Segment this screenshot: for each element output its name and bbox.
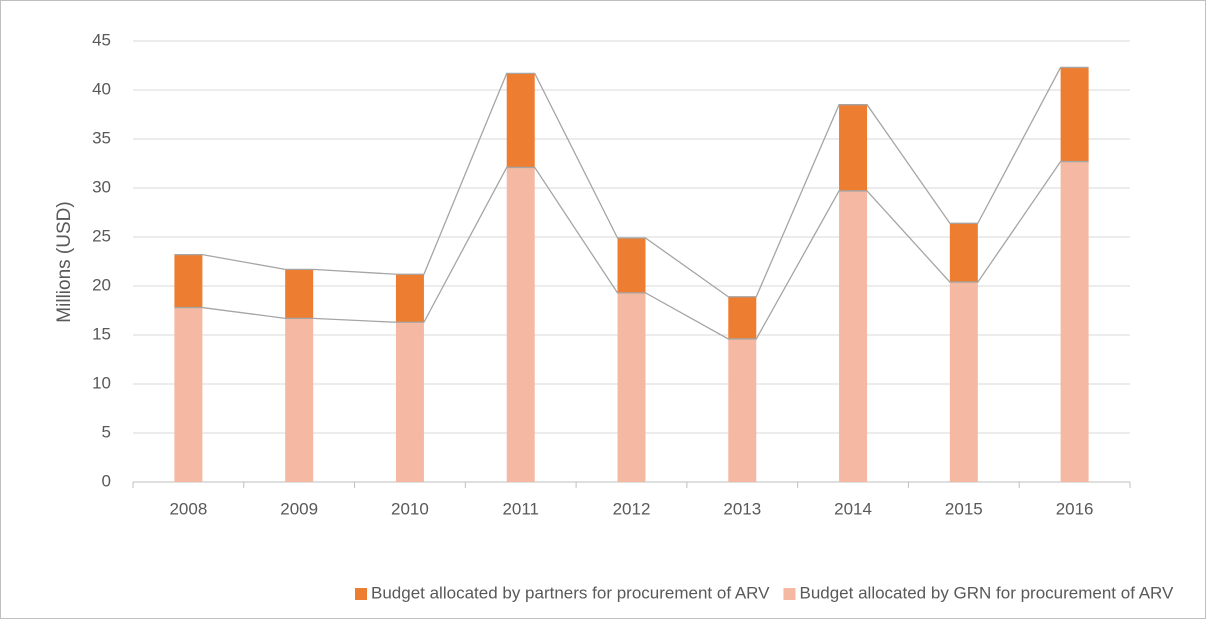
y-tick-label: 10: [92, 373, 111, 392]
bar-segment: [728, 296, 757, 339]
bar-segment: [506, 73, 535, 168]
series-line: [174, 66, 1089, 298]
bar-segment: [949, 223, 978, 283]
y-tick-label: 25: [92, 226, 111, 245]
x-tick-label: 2014: [834, 499, 872, 518]
bar-segment: [617, 292, 646, 482]
y-tick-label: 20: [92, 275, 111, 294]
y-tick-label: 0: [102, 471, 111, 490]
legend-swatch: [355, 588, 367, 600]
bar-segment: [395, 322, 424, 482]
x-tick-label: 2010: [391, 499, 429, 518]
bar-segment: [617, 237, 646, 293]
x-tick-label: 2016: [1056, 499, 1094, 518]
y-tick-label: 30: [92, 177, 111, 196]
y-tick-label: 15: [92, 324, 111, 343]
bar-segment: [395, 274, 424, 323]
bar-segment: [285, 318, 314, 482]
x-tick-label: 2015: [945, 499, 983, 518]
x-tick-label: 2013: [723, 499, 761, 518]
bar-segment: [728, 338, 757, 482]
bar-segment: [174, 254, 203, 308]
bar-segment: [839, 104, 868, 191]
legend-label: Budget allocated by GRN for procurement …: [799, 583, 1174, 602]
x-tick-label: 2012: [613, 499, 651, 518]
bar-segment: [174, 307, 203, 482]
bar-segment: [506, 167, 535, 483]
series-line: [174, 160, 1089, 340]
bar-segment: [1060, 161, 1089, 483]
x-tick-label: 2011: [502, 499, 539, 518]
bar-segment: [1060, 67, 1089, 162]
y-axis-label: Millions (USD): [54, 201, 75, 322]
bar-segment: [839, 190, 868, 482]
y-tick-label: 40: [92, 79, 111, 98]
bar-segment: [285, 269, 314, 319]
bar-segment: [949, 282, 978, 482]
y-tick-label: 35: [92, 128, 111, 147]
y-tick-label: 45: [92, 30, 111, 49]
x-tick-label: 2008: [169, 499, 207, 518]
legend-swatch: [783, 588, 796, 600]
legend-label: Budget allocated by partners for procure…: [371, 583, 770, 602]
y-tick-label: 5: [102, 422, 111, 441]
x-tick-label: 2009: [280, 499, 318, 518]
